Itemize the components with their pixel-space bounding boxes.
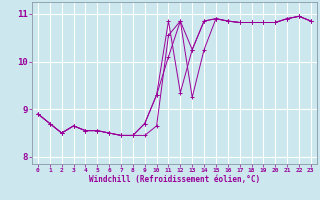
X-axis label: Windchill (Refroidissement éolien,°C): Windchill (Refroidissement éolien,°C): [89, 175, 260, 184]
